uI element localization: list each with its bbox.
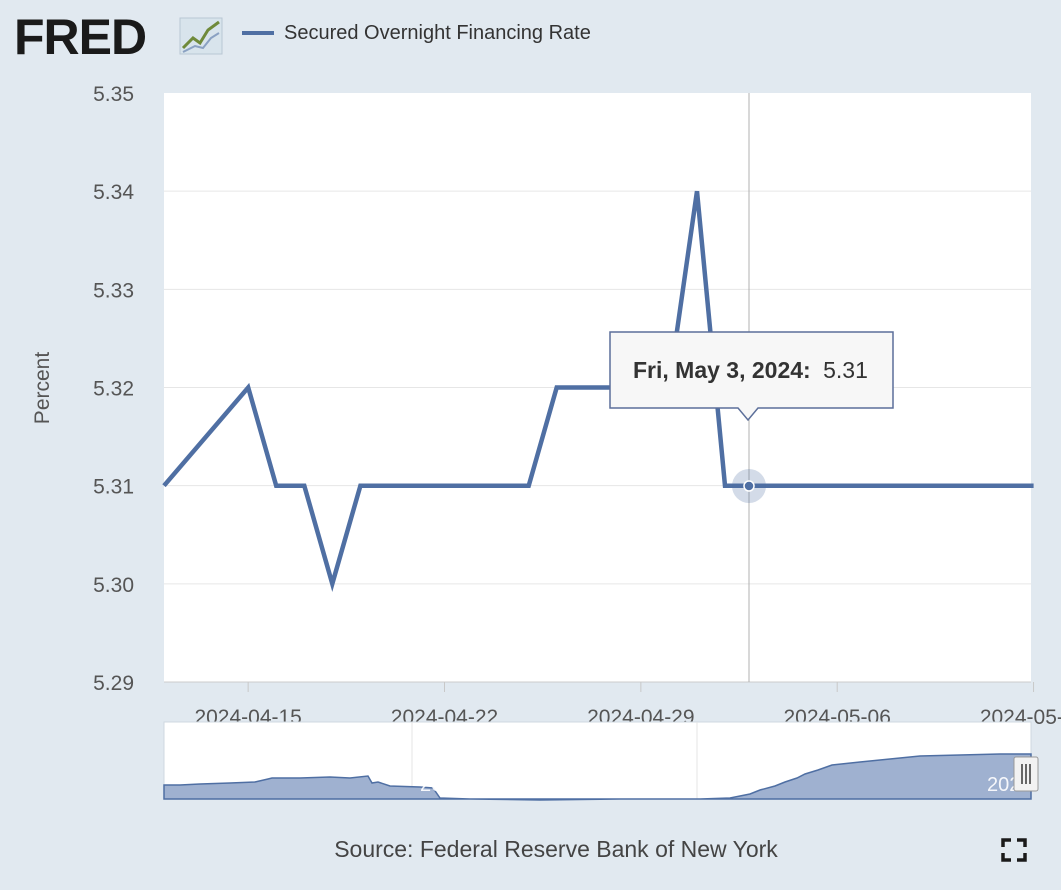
y-tick-label: 5.30 (93, 574, 134, 597)
y-axis-label: Percent (31, 352, 54, 425)
navigator-handle[interactable] (1013, 756, 1039, 792)
y-tick-label: 5.33 (93, 279, 134, 302)
navigator[interactable]: 2020 2022 2024 (163, 721, 1039, 801)
navigator-label: 2022 (703, 774, 748, 796)
fred-logo[interactable]: FRED (14, 9, 223, 65)
tooltip-value: 5.31 (823, 357, 868, 383)
source-text: Source: Federal Reserve Bank of New York (334, 836, 778, 862)
fullscreen-icon[interactable] (1001, 838, 1027, 862)
navigator-label: 2020 (420, 774, 465, 796)
y-tick-label: 5.35 (93, 83, 134, 106)
y-tick-label: 5.34 (93, 181, 134, 204)
navigator-area (163, 753, 1032, 801)
y-tick-label: 5.31 (93, 476, 134, 499)
y-axis-tick-labels: 5.29 5.30 5.31 5.32 5.33 5.34 5.35 (93, 83, 134, 695)
svg-text:Fri, May 3, 2024: 5.31: Fri, May 3, 2024: 5.31 (633, 357, 868, 383)
tooltip-date: Fri, May 3, 2024: (633, 357, 811, 383)
x-axis-ticks (164, 681, 1035, 692)
hover-point[interactable] (732, 469, 766, 503)
legend-label: Secured Overnight Financing Rate (284, 22, 591, 44)
tooltip: Fri, May 3, 2024: 5.31 (609, 331, 894, 422)
fred-logo-graph-icon (179, 17, 223, 55)
y-tick-label: 5.32 (93, 378, 134, 401)
y-tick-label: 5.29 (93, 672, 134, 695)
legend-item[interactable]: Secured Overnight Financing Rate (242, 22, 591, 44)
fred-logo-text: FRED (14, 9, 146, 65)
x-axis-tick-labels: 2024-04-15 2024-04-22 2024-04-29 2024-05-06… (194, 706, 1061, 729)
series-line[interactable] (162, 190, 1034, 592)
